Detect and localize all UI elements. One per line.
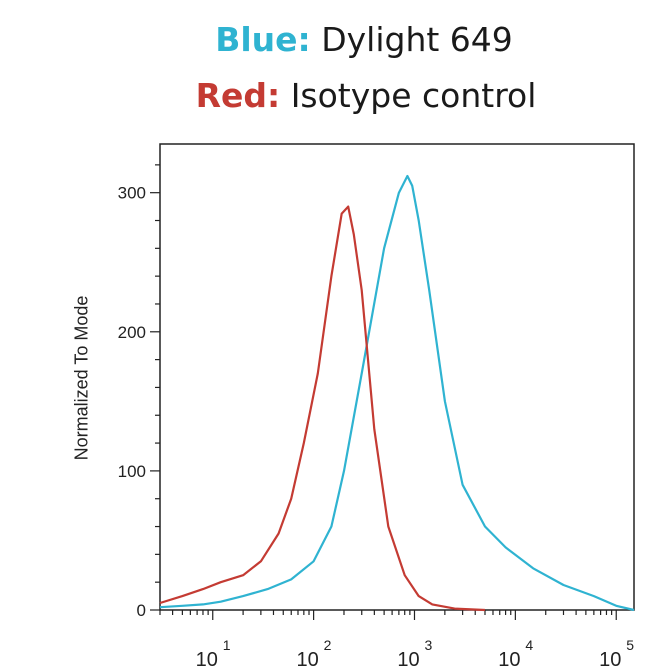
legend-dylight: Blue: Dylight 649 xyxy=(0,20,650,60)
legend-isotype: Red: Isotype control xyxy=(0,76,650,116)
legend-key-blue: Blue: xyxy=(215,20,311,59)
y-tick-label: 300 xyxy=(118,184,146,203)
series-line-red xyxy=(159,205,486,612)
y-tick-label: 0 xyxy=(137,601,146,620)
plot-frame xyxy=(159,143,635,611)
x-tick-exponent: 4 xyxy=(525,637,533,653)
x-axis: 10 1 10 2 10 3 10 4 10 5 xyxy=(159,610,634,671)
x-tick-exponent: 3 xyxy=(424,637,432,653)
x-tick-label: 10 xyxy=(397,649,419,671)
legend-key-red: Red: xyxy=(195,76,281,115)
y-tick-label: 200 xyxy=(118,323,146,342)
y-axis: 0 100 200 300 xyxy=(118,164,160,620)
y-tick-label: 100 xyxy=(118,462,146,481)
x-tick-label: 10 xyxy=(296,649,318,671)
x-tick-exponent: 5 xyxy=(626,637,634,653)
legend-text-blue: Dylight 649 xyxy=(310,20,513,59)
x-tick-label: 10 xyxy=(599,649,621,671)
x-tick-label: 10 xyxy=(498,649,520,671)
x-tick-label: 10 xyxy=(196,649,218,671)
series-lines xyxy=(159,174,635,612)
x-tick-exponent: 2 xyxy=(324,637,332,653)
legend-text-red: Isotype control xyxy=(280,76,537,115)
x-tick-exponent: 1 xyxy=(223,637,231,653)
series-line-blue xyxy=(159,174,635,612)
